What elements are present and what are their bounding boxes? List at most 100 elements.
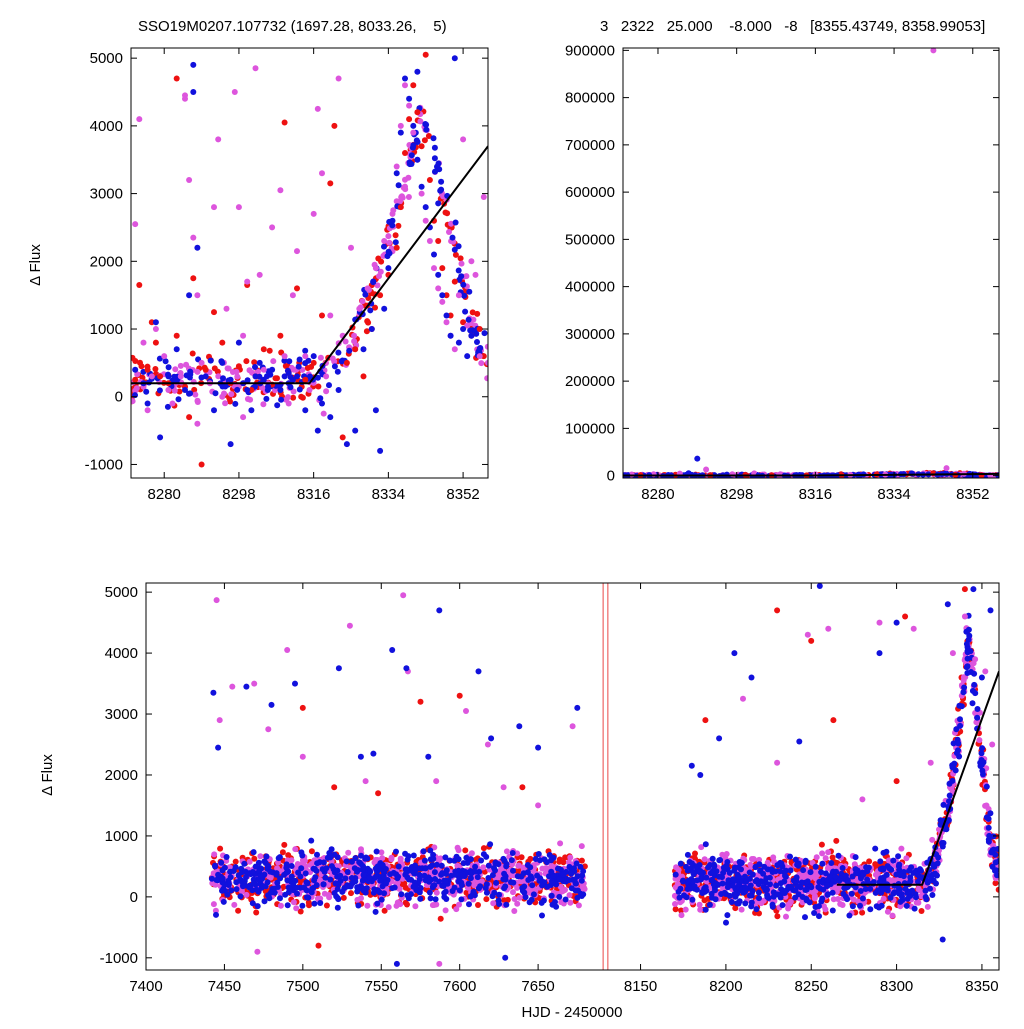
top-left-point <box>363 328 370 335</box>
top-left-point <box>435 271 442 278</box>
bottom-point <box>427 847 434 854</box>
top-left-point <box>372 265 379 272</box>
bottom-point <box>277 902 284 909</box>
bottom-point <box>489 872 496 879</box>
bottom-point <box>985 815 992 822</box>
top-left-ytick-label: 3000 <box>90 186 123 203</box>
bottom-point <box>716 857 723 864</box>
top-left-point <box>447 332 454 339</box>
top-left-point <box>478 360 485 367</box>
bottom-point <box>213 877 220 883</box>
top-left-point <box>389 210 396 217</box>
bottom-point <box>320 859 327 866</box>
bottom-xlabel: HJD - 2450000 <box>522 1004 623 1021</box>
bottom-point <box>985 838 992 845</box>
top-left-point <box>317 395 324 402</box>
bottom-point <box>836 877 843 884</box>
bottom-point <box>515 862 522 869</box>
bottom-point <box>902 885 909 892</box>
top-right-point <box>930 47 937 54</box>
bottom-point <box>379 855 386 862</box>
bottom-point <box>466 901 472 908</box>
top-left-xtick-label: 8352 <box>446 486 479 503</box>
bottom-point <box>896 885 902 892</box>
bottom-point <box>526 899 533 906</box>
top-left-point <box>302 353 309 360</box>
bottom-point <box>742 900 749 907</box>
bottom-point <box>303 887 310 894</box>
bottom-point <box>802 859 809 866</box>
bottom-point <box>949 650 956 657</box>
bottom-point <box>804 878 811 885</box>
bottom-point <box>317 895 324 902</box>
top-left-point <box>161 353 168 360</box>
bottom-point <box>496 891 503 898</box>
bottom-point <box>500 876 507 883</box>
bottom-point <box>284 647 291 653</box>
bottom-point <box>777 859 784 866</box>
bottom-point <box>756 856 763 863</box>
top-left-point <box>327 312 334 319</box>
top-left-point <box>173 75 180 82</box>
bottom-point <box>308 848 315 855</box>
bottom-point <box>950 764 957 771</box>
bottom-point <box>752 863 759 870</box>
bottom-point <box>297 878 304 885</box>
bottom-point <box>729 882 736 889</box>
bottom-point <box>682 906 689 913</box>
bottom-point <box>982 668 989 675</box>
top-left-point <box>298 393 305 400</box>
bottom-point <box>927 885 933 892</box>
top-left-point <box>439 265 446 272</box>
top-left-point <box>306 387 313 393</box>
bottom-point <box>752 878 759 885</box>
bottom-point <box>539 912 545 919</box>
bottom-ytick-label: 5000 <box>105 584 138 601</box>
bottom-point <box>510 879 517 886</box>
top-left-point <box>397 122 404 129</box>
bottom-point <box>672 871 679 878</box>
top-left-point <box>447 312 454 319</box>
top-left-point <box>381 238 388 244</box>
top-left-point <box>343 359 350 366</box>
bottom-point <box>929 892 936 898</box>
top-left-point <box>431 265 437 272</box>
bottom-point <box>253 909 260 916</box>
top-left-point <box>132 387 139 394</box>
bottom-point <box>290 899 297 906</box>
bottom-point <box>500 784 507 791</box>
bottom-point <box>331 784 338 791</box>
bottom-point <box>265 864 272 870</box>
bottom-point <box>277 895 283 902</box>
top-left-point <box>438 178 445 185</box>
bottom-point <box>769 901 776 908</box>
top-left-point <box>442 209 449 216</box>
top-left-point <box>215 136 222 143</box>
bottom-point <box>850 896 857 903</box>
bottom-point <box>813 854 820 861</box>
top-left-point <box>134 371 141 378</box>
top-left-point <box>294 248 300 255</box>
top-left-point <box>410 142 417 149</box>
bottom-point <box>574 894 581 901</box>
bottom-point <box>299 704 306 711</box>
bottom-point <box>909 887 916 894</box>
bottom-point <box>827 873 833 880</box>
bottom-point <box>283 861 290 868</box>
top-left-point <box>157 373 164 380</box>
bottom-point <box>736 874 743 880</box>
top-left-point <box>220 375 226 382</box>
top-left-point <box>186 374 193 381</box>
top-left-point <box>256 359 263 366</box>
bottom-point <box>509 850 516 856</box>
bottom-point <box>212 907 219 914</box>
bottom-point <box>980 771 986 778</box>
top-left-point <box>431 155 438 162</box>
bottom-point <box>697 772 704 778</box>
top-left-point <box>182 95 188 102</box>
top-left-point <box>446 229 452 235</box>
top-right-ytick-label: 900000 <box>565 42 615 59</box>
top-left-xtick-label: 8280 <box>148 486 181 503</box>
bottom-points <box>208 583 999 967</box>
bottom-point <box>782 872 788 879</box>
